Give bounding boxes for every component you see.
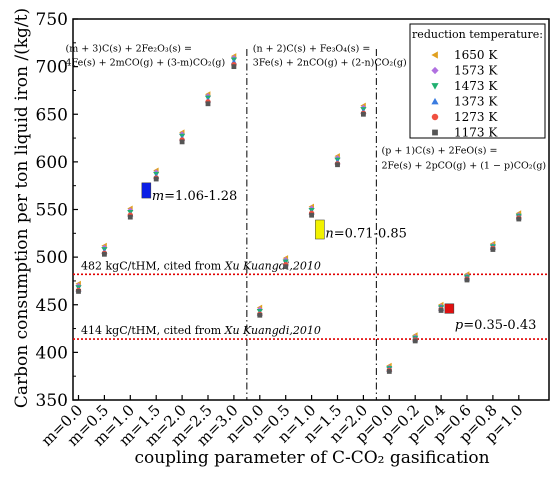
highlight-label: n=0.71-0.85	[325, 226, 407, 241]
highlight-label: p=0.35-0.43	[455, 318, 537, 333]
reference-line-label: 482 kgC/tHM, cited from Xu Kuangdi,2010	[81, 259, 321, 272]
reference-line-label: 414 kgC/tHM, cited from Xu Kuangdi,2010	[81, 324, 321, 337]
legend-marker	[431, 51, 438, 59]
y-tick-label: 600	[36, 153, 68, 173]
legend-marker	[431, 83, 439, 90]
data-point	[179, 139, 185, 145]
equation-line: (p + 1)C(s) + 2FeO(s) =	[382, 145, 498, 156]
equation-line: (n + 2)C(s) + Fe₃O₄(s) =	[253, 43, 371, 54]
data-point	[386, 369, 392, 374]
legend-label: 1173 K	[454, 126, 498, 140]
y-tick-label: 500	[36, 248, 68, 268]
data-point	[231, 64, 237, 70]
equation-line: 2Fe(s) + 2pCO(g) + (1 − p)CO₂(g)	[382, 161, 547, 172]
data-point	[412, 338, 418, 344]
data-point	[464, 277, 470, 283]
equations: (m + 3)C(s) + 2Fe₂O₃(s) = 4Fe(s) + 2mCO(g…	[66, 43, 547, 171]
data-point	[283, 264, 289, 270]
highlight-range: =0.71-0.85	[334, 226, 407, 241]
data-point	[102, 251, 107, 257]
legend-label: 1473 K	[454, 79, 498, 93]
equation-line: 3Fe(s) + 2nCO(g) + (2-n)CO₂(g)	[253, 58, 407, 69]
highlight-box	[444, 303, 455, 314]
data-point	[361, 111, 366, 117]
equation-line: 4Fe(s) + 2mCO(g) + (3-m)CO₂(g)	[66, 58, 226, 69]
legend-label: 1273 K	[454, 110, 498, 124]
y-tick-label: 450	[36, 296, 68, 316]
data-point	[490, 247, 496, 252]
legend-label: 1573 K	[454, 64, 498, 78]
legend-marker	[431, 97, 439, 105]
legend-label: 1650 K	[454, 48, 498, 62]
highlight-variable: n	[325, 226, 333, 241]
reference-lines: 482 kgC/tHM, cited from Xu Kuangdi,2010 4…	[73, 259, 549, 340]
y-tick-label: 350	[36, 391, 68, 411]
data-point	[335, 162, 340, 168]
y-tick-label: 400	[36, 343, 68, 363]
legend-marker	[431, 113, 439, 121]
highlight-variable: m	[152, 189, 164, 204]
data-markers	[75, 53, 522, 374]
highlight-variable: p	[455, 318, 464, 333]
reference-citation: Xu Kuangdi,2010	[224, 259, 321, 272]
data-point	[257, 312, 263, 318]
data-point	[205, 101, 211, 107]
highlight-boxes: m=1.06-1.28 n=0.71-0.85 p=0.35-0.43	[141, 182, 537, 333]
equation-line: (m + 3)C(s) + 2Fe₂O₃(s) =	[66, 43, 192, 54]
legend-label: 1373 K	[454, 95, 498, 109]
legend-marker	[432, 129, 438, 136]
data-point	[309, 212, 314, 218]
data-point	[153, 176, 159, 182]
dividers	[246, 49, 377, 400]
legend-title: reduction temperature:	[412, 28, 543, 41]
y-tick-label: 750	[36, 10, 68, 30]
data-point	[516, 216, 522, 222]
x-axis-label: coupling parameter of C-CO₂ gasification	[134, 448, 489, 468]
y-axis-label: Carbon consumption per ton liquid iron /…	[12, 8, 32, 408]
reference-citation: Xu Kuangdi,2010	[224, 324, 321, 337]
highlight-label: m=1.06-1.28	[152, 189, 238, 204]
highlight-range: =0.35-0.43	[463, 318, 536, 333]
data-point	[127, 214, 133, 220]
highlight-range: =1.06-1.28	[164, 189, 237, 204]
y-tick-label: 550	[36, 201, 68, 221]
highlight-box	[315, 219, 325, 240]
y-tick-label: 700	[36, 58, 68, 78]
y-tick-label: 650	[36, 105, 68, 125]
data-point	[76, 289, 81, 294]
legend-marker	[431, 66, 439, 75]
highlight-box	[141, 182, 152, 199]
data-point	[438, 308, 444, 313]
